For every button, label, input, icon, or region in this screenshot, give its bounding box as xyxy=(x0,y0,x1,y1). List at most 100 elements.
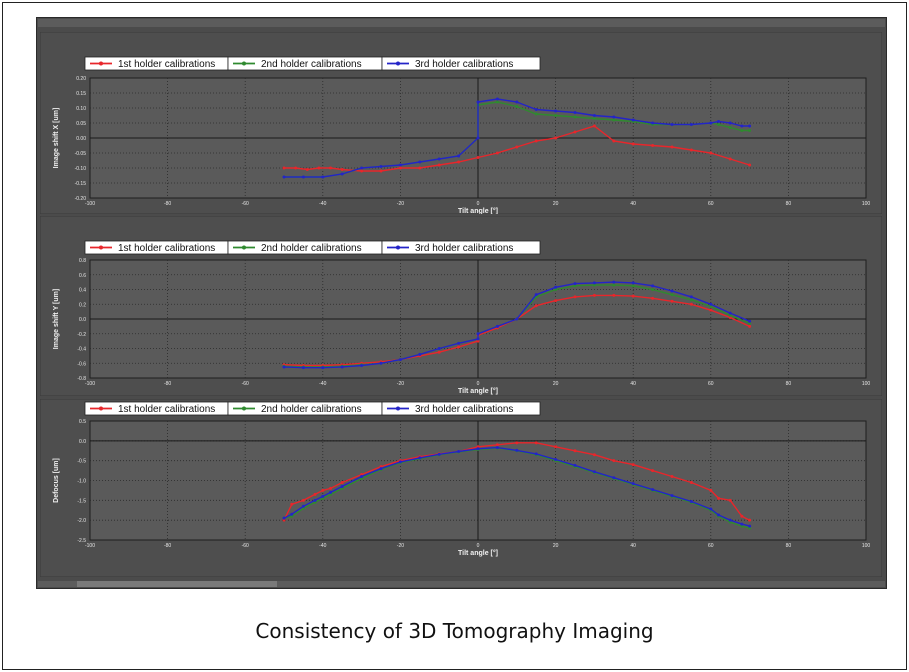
data-point-series-3 xyxy=(689,295,693,299)
legend-box[interactable] xyxy=(381,401,541,416)
data-point-series-2 xyxy=(631,284,635,288)
data-point-series-3 xyxy=(740,124,744,128)
y-tick-label: -2.0 xyxy=(77,518,86,524)
data-point-series-1 xyxy=(360,169,364,173)
data-point-series-3 xyxy=(573,463,577,467)
data-point-series-2 xyxy=(748,129,752,132)
image-shift-y-chart: -100 -80 -60 -40 -20 0 20 40 60 80 100 0.8 0.6 0.4 0.2… xyxy=(40,216,882,396)
data-point-series-3 xyxy=(398,460,402,464)
x-tick-label: -40 xyxy=(319,543,326,549)
data-point-series-1 xyxy=(554,136,558,140)
data-point-series-3 xyxy=(340,172,344,176)
y-tick-label: -0.4 xyxy=(77,347,86,353)
data-point-series-3 xyxy=(321,366,325,370)
data-point-series-3 xyxy=(457,341,461,345)
data-point-series-3 xyxy=(360,166,364,170)
data-point-series-3 xyxy=(631,281,635,285)
data-point-series-3 xyxy=(631,118,635,122)
legend-label: 3rd holder calibrations xyxy=(415,243,513,254)
data-point-series-3 xyxy=(709,507,713,511)
data-point-series-3 xyxy=(301,504,305,508)
data-point-series-3 xyxy=(554,285,558,289)
x-tick-label: -60 xyxy=(242,381,249,387)
y-tick-label: 0.2 xyxy=(79,302,86,308)
data-point-series-2 xyxy=(740,129,744,132)
data-point-series-3 xyxy=(534,293,538,297)
figure-caption: Consistency of 3D Tomography Imaging xyxy=(255,619,654,643)
y-tick-label: 0.10 xyxy=(76,106,86,112)
data-point-series-2 xyxy=(515,105,519,108)
data-point-series-3 xyxy=(340,365,344,369)
legend-box[interactable] xyxy=(381,240,541,255)
data-point-series-3 xyxy=(670,289,674,293)
horizontal-scrollbar[interactable] xyxy=(38,581,885,587)
y-tick-label: 0.8 xyxy=(79,258,86,264)
data-point-series-1 xyxy=(612,139,616,143)
legend-label: 2nd holder calibrations xyxy=(261,243,362,254)
x-tick-label: 20 xyxy=(553,381,559,387)
data-point-series-1 xyxy=(534,304,538,308)
data-point-series-1 xyxy=(573,295,577,299)
data-point-series-1 xyxy=(612,293,616,297)
y-tick-label: 0.00 xyxy=(76,136,86,142)
data-point-series-1 xyxy=(534,139,538,143)
data-point-series-1 xyxy=(631,294,635,298)
y-axis-title: Image shift X [um] xyxy=(53,108,60,169)
data-point-series-3 xyxy=(612,476,616,480)
data-point-series-1 xyxy=(418,166,422,170)
scrollbar-thumb[interactable] xyxy=(77,581,277,587)
data-point-series-3 xyxy=(515,317,519,321)
data-point-series-3 xyxy=(592,281,596,285)
x-tick-label: 0 xyxy=(477,381,480,387)
y-tick-label: -0.2 xyxy=(77,332,86,338)
data-point-series-1 xyxy=(670,145,674,149)
data-point-series-3 xyxy=(398,358,402,362)
data-point-series-1 xyxy=(689,302,693,306)
x-tick-label: 20 xyxy=(553,201,559,207)
data-point-series-2 xyxy=(573,284,577,288)
x-tick-label: 100 xyxy=(862,543,871,549)
y-tick-label: 0.5 xyxy=(79,419,86,425)
data-point-series-3 xyxy=(360,363,364,367)
x-tick-label: -20 xyxy=(397,381,404,387)
data-point-series-2 xyxy=(554,114,558,117)
data-point-series-1 xyxy=(379,169,383,173)
data-point-series-2 xyxy=(592,283,596,287)
legend-box[interactable] xyxy=(381,56,541,71)
legend-swatch-marker xyxy=(396,406,400,411)
data-point-series-3 xyxy=(418,160,422,164)
data-point-series-3 xyxy=(748,524,752,528)
data-point-series-1 xyxy=(301,498,305,502)
data-point-series-3 xyxy=(651,488,655,492)
data-point-series-3 xyxy=(689,500,693,504)
data-point-series-3 xyxy=(748,319,752,323)
data-point-series-3 xyxy=(748,124,752,128)
legend-swatch-marker xyxy=(99,245,103,250)
y-axis-title: Image shift Y [um] xyxy=(53,289,60,349)
data-point-series-3 xyxy=(476,447,480,451)
data-point-series-3 xyxy=(534,108,538,111)
data-point-series-1 xyxy=(612,459,616,463)
data-point-series-1 xyxy=(748,518,752,522)
y-tick-label: -0.20 xyxy=(75,196,87,202)
legend-swatch-marker xyxy=(242,406,246,411)
data-point-series-1 xyxy=(689,480,693,484)
data-point-series-2 xyxy=(689,298,693,302)
data-point-series-1 xyxy=(717,496,721,500)
data-point-series-3 xyxy=(379,165,383,168)
data-point-series-2 xyxy=(554,288,558,291)
data-point-series-3 xyxy=(709,302,713,306)
data-point-series-2 xyxy=(592,117,596,120)
y-tick-label: -0.8 xyxy=(77,376,86,382)
data-point-series-2 xyxy=(709,304,713,308)
data-point-series-1 xyxy=(554,299,558,303)
x-tick-label: -80 xyxy=(164,543,171,549)
data-point-series-1 xyxy=(317,166,321,170)
data-point-series-3 xyxy=(515,448,519,452)
data-point-series-1 xyxy=(728,157,732,161)
x-tick-label: -40 xyxy=(319,381,326,387)
data-point-series-1 xyxy=(709,308,713,312)
data-point-series-3 xyxy=(612,280,616,284)
data-point-series-1 xyxy=(340,168,344,171)
calibration-app-window: -100 -80 -60 -40 -20 0 20 40 60 80 100 0.20 0.15 0.10… xyxy=(36,17,887,589)
